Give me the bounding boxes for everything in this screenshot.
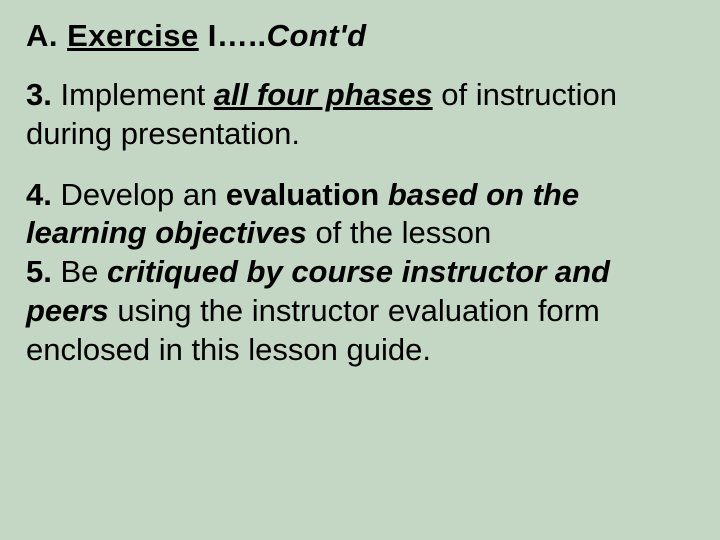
item-3-emph: all four phases <box>214 77 433 112</box>
slide-title: A. Exercise I…..Cont'd <box>26 18 694 54</box>
title-after-underline: I….. <box>199 18 267 53</box>
item-4-space <box>379 177 388 212</box>
item-4-number: 4. <box>26 177 52 212</box>
item-3: 3. Implement all four phases of instruct… <box>26 76 694 154</box>
title-contd: Cont'd <box>267 18 367 53</box>
items-4-5: 4. Develop an evaluation based on the le… <box>26 176 694 370</box>
item-3-number: 3. <box>26 77 52 112</box>
item-5-number: 5. <box>26 254 52 289</box>
item-4-text-b: of the lesson <box>307 215 491 250</box>
title-prefix: A. <box>26 18 67 53</box>
item-5-text-a: Be <box>52 254 107 289</box>
item-3-text-a: Implement <box>52 77 214 112</box>
item-4-text-a: Develop an <box>52 177 226 212</box>
item-4-bold: evaluation <box>226 177 379 212</box>
title-underlined: Exercise <box>67 18 199 53</box>
item-5-text-b: using the instructor evaluation form enc… <box>26 293 600 367</box>
